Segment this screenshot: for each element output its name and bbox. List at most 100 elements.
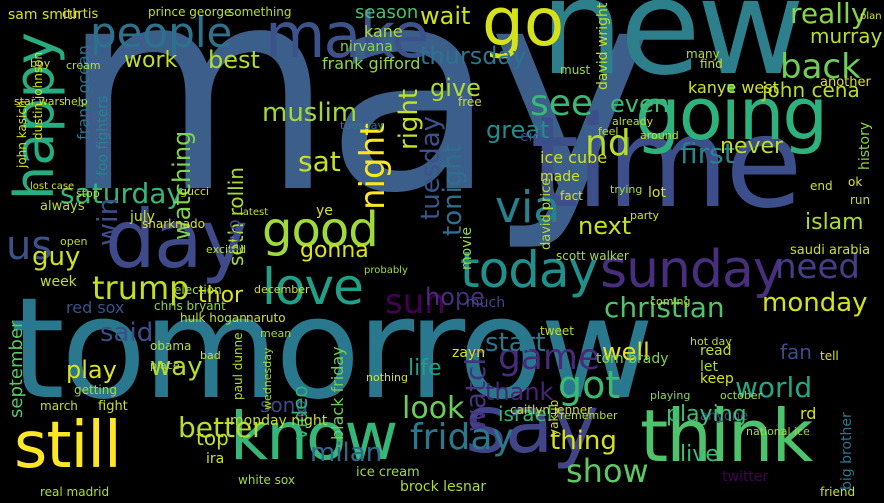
word-great: great [486,116,550,144]
word-chris-bryant: chris bryant [154,299,226,313]
word-must: must [560,63,591,77]
word-end: end [810,179,833,193]
word-give: give [430,74,481,102]
word-something: something [228,5,292,19]
word-place: place [150,359,180,372]
word-nothing: nothing [366,371,408,384]
word-party: party [630,209,660,222]
word-go: go [482,0,565,61]
word-guy: guy [32,242,81,272]
word-people: people [90,8,233,57]
word-december: december [254,283,310,296]
word-excited: excited [206,243,247,256]
word-fact: fact [560,189,583,203]
word-rd: rd [800,404,817,423]
word-lost-case: lost case [30,181,75,192]
word-really: really [790,0,868,30]
word-movie: movie [459,227,475,270]
word-top: top [196,426,229,450]
word-national-ice: national ice [746,425,810,438]
word-playing-2: playing [666,402,747,427]
word-thank: thank [485,378,554,406]
word-election: election [174,283,222,297]
word-next: next [578,212,632,240]
word-monday-night: monday night [230,413,328,429]
word-bad: bad [200,349,221,362]
word-life: life [408,356,442,381]
word-anyone: anyone [700,409,749,424]
word-thursday: thursday [420,42,527,70]
word-better: better [178,411,264,444]
word-win: win [91,197,124,246]
word-look: look [402,391,465,426]
word-nirvana: nirvana [340,39,393,55]
word-tom-brady: tom brady [596,351,669,367]
word-caitlyn-jenner: caitlyn jenner [510,403,593,417]
word-going: going [635,72,828,156]
word-tweet: tweet [540,324,574,338]
word-thing: thing [550,426,617,456]
word-sunday: sunday [600,240,784,300]
word-night: night [353,122,393,210]
word-curtis: curtis [62,7,99,22]
word-july: july [130,209,155,225]
word-nd: nd [585,123,631,164]
word-fight: fight [98,399,128,414]
word-keep: keep [700,371,734,387]
word-saudi-arabia: saudi arabia [790,243,871,258]
word-never: never [720,134,784,159]
word-sun: sun [385,282,446,322]
word-open: open [60,235,88,248]
word-good: good [262,202,379,258]
word-david-wright: david wright [595,2,611,90]
word-ye: ye [316,203,333,219]
word-hulk-hogan: hulk hogan [180,311,247,325]
word-kane: kane [364,22,403,41]
word-still: still [14,409,122,483]
word-paul-dunne: paul dunne [231,332,245,400]
word-israel: israel [498,402,553,426]
word-help: help [64,95,88,108]
word-coming: coming [650,295,691,308]
word-october: october [720,389,763,402]
word-new: new [540,0,805,105]
word-many: many [686,47,720,61]
word-let: let [700,359,718,375]
word-remember: remember [560,409,618,422]
word-run: run [850,193,871,207]
word-kanye-west: kanye west [688,78,779,97]
word-hope: hope [425,283,485,311]
word-mean: mean [260,327,292,340]
word-already: already [612,115,654,128]
word-best: best [208,46,260,74]
word-well: well [602,338,650,366]
word-two: two [224,219,245,252]
word-stop: stop [76,187,100,200]
word-world: world [735,371,813,404]
word-ice-cube: ice cube [540,148,608,167]
word-saturday: saturday [60,177,183,210]
word-may: may [60,0,654,255]
word-monday: monday [762,288,868,318]
word-yakub: yakub [547,399,561,436]
word-need: need [775,247,860,287]
word-show: show [566,452,649,490]
word-via: via [495,182,561,233]
word-feel: feel [598,125,619,138]
word-start: start [485,328,546,358]
word-scott-walker: scott walker [556,249,629,263]
word-friend: friend [820,485,856,499]
word-john-kasich: john kasich [15,100,29,168]
word-hot-day: hot day [690,335,732,348]
word-islam: islam [805,210,864,235]
word-murray: murray [810,24,883,48]
word-sharknado: sharknado [142,217,206,231]
word-lot: lot [648,185,666,201]
word-eid: eid [520,129,542,145]
word-love: love [262,258,364,316]
word-said: said [100,318,154,348]
word-trump: trump [92,269,190,307]
word-season: season [355,2,419,23]
word-history: history [857,121,873,170]
